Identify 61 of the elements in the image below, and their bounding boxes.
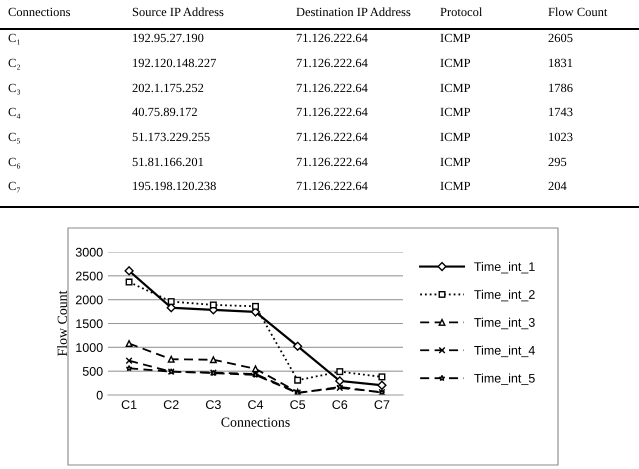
text: 202.1.175.252: [132, 84, 204, 92]
text: C₆: [8, 158, 20, 169]
text: 71.126.222.64: [296, 132, 368, 142]
text: Destination IP Address: [296, 7, 410, 16]
text: 71.126.222.64: [296, 84, 368, 92]
legend-label: Time_int_3: [474, 318, 535, 330]
text: ICMP: [440, 158, 470, 166]
text: C₇: [8, 182, 20, 192]
y-tick-label: 3000: [76, 248, 103, 257]
text: C₄: [8, 108, 20, 119]
text: 295: [548, 158, 566, 166]
text: 40.75.89.172: [132, 108, 197, 116]
legend-label: Time_int_2: [474, 290, 535, 302]
y-tick-label: 2000: [76, 295, 103, 304]
x-tick-label: C3: [206, 400, 221, 410]
legend-label: Time_int_5: [474, 373, 535, 386]
y-tick-label: 1000: [76, 343, 103, 352]
text: 1786: [549, 84, 573, 92]
text: 71.126.222.64: [296, 108, 368, 116]
x-tick-label: C2: [164, 400, 179, 410]
text: 192.95.27.190: [133, 34, 204, 42]
text: 204: [548, 182, 567, 190]
x-tick-label: C5: [290, 400, 306, 410]
text: 51.81.166.201: [132, 158, 204, 166]
text: 1743: [549, 108, 573, 116]
text: 71.126.222.64: [296, 182, 368, 190]
text: ICMP: [440, 34, 470, 42]
x-tick-label: C6: [332, 400, 348, 410]
text: Protocol: [440, 7, 482, 16]
text: ICMP: [440, 108, 470, 116]
text: 71.126.222.64: [296, 58, 368, 68]
source-note: Source IP Address: [132, 7, 224, 16]
text: 1023: [549, 132, 573, 142]
text: 195.198.120.238: [133, 182, 216, 190]
text: Connections: [8, 8, 70, 16]
y-tick-label: 2500: [76, 272, 103, 280]
y-axis-title: Flow Count: [57, 290, 67, 356]
legend-label: Time_int_1: [474, 262, 535, 274]
text: ICMP: [440, 58, 470, 68]
y-tick-label: 500: [82, 366, 103, 376]
text: 192.120.148.227: [133, 58, 216, 68]
x-tick-label: C7: [374, 400, 390, 410]
text: 1831: [549, 58, 572, 68]
x-tick-label: C4: [248, 400, 264, 410]
text: C₁: [8, 34, 20, 45]
text: C₂: [8, 58, 20, 70]
x-axis-title: Connections: [221, 418, 290, 427]
text: 71.126.222.64: [296, 158, 368, 166]
x-tick-label: C1: [122, 400, 136, 410]
text: C₅: [8, 132, 20, 144]
y-tick-label: 1500: [76, 319, 103, 328]
text: 71.126.222.64: [296, 34, 368, 42]
text: ICMP: [440, 132, 470, 142]
text: ICMP: [440, 84, 470, 92]
text: Flow Count: [548, 7, 608, 16]
y-tick-label: 0: [96, 390, 103, 400]
text: 51.173.229.255: [132, 132, 210, 142]
text: ICMP: [440, 182, 470, 190]
legend-label: Time_int_4: [474, 346, 535, 358]
text: C₃: [8, 84, 20, 95]
text: 2605: [548, 34, 573, 42]
